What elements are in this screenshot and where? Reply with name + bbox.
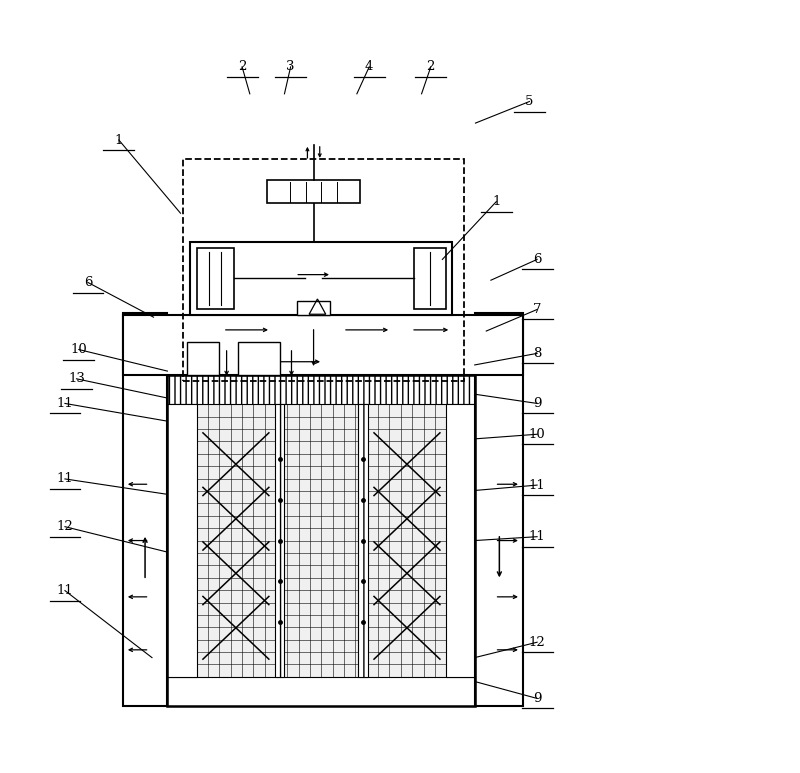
Bar [182,159,464,381]
Bar [167,375,475,404]
Text: 3: 3 [286,60,295,73]
Text: 11: 11 [57,397,74,410]
Text: 1: 1 [114,134,123,147]
Bar [446,404,475,677]
Text: 11: 11 [529,478,546,492]
Text: 10: 10 [529,427,546,441]
Text: 13: 13 [68,373,85,385]
Text: 9: 9 [533,692,542,705]
Text: 10: 10 [70,343,87,356]
Text: 4: 4 [365,60,374,73]
Bar [167,404,197,677]
Text: 2: 2 [426,60,435,73]
Bar [197,248,234,308]
Text: 1: 1 [492,195,501,208]
Text: 7: 7 [533,303,542,316]
Text: 6: 6 [533,253,542,266]
Bar [167,677,475,707]
Bar [197,404,446,677]
Bar [122,313,167,707]
Text: 11: 11 [529,530,546,543]
Text: 11: 11 [57,472,74,485]
Bar [298,301,330,315]
Text: 12: 12 [529,635,546,649]
Bar [275,404,284,677]
Text: 9: 9 [533,397,542,410]
Text: 8: 8 [533,347,542,360]
Text: 12: 12 [57,520,74,533]
Bar [186,342,219,375]
Text: 11: 11 [57,584,74,597]
Bar [414,248,446,308]
Text: 2: 2 [238,60,246,73]
Bar [190,242,452,315]
Bar [122,315,523,375]
Text: 6: 6 [84,276,92,289]
Bar [358,404,368,677]
Bar [238,342,280,375]
Bar [475,313,523,707]
Bar [267,180,360,203]
Bar [167,375,475,707]
Text: 5: 5 [526,95,534,108]
